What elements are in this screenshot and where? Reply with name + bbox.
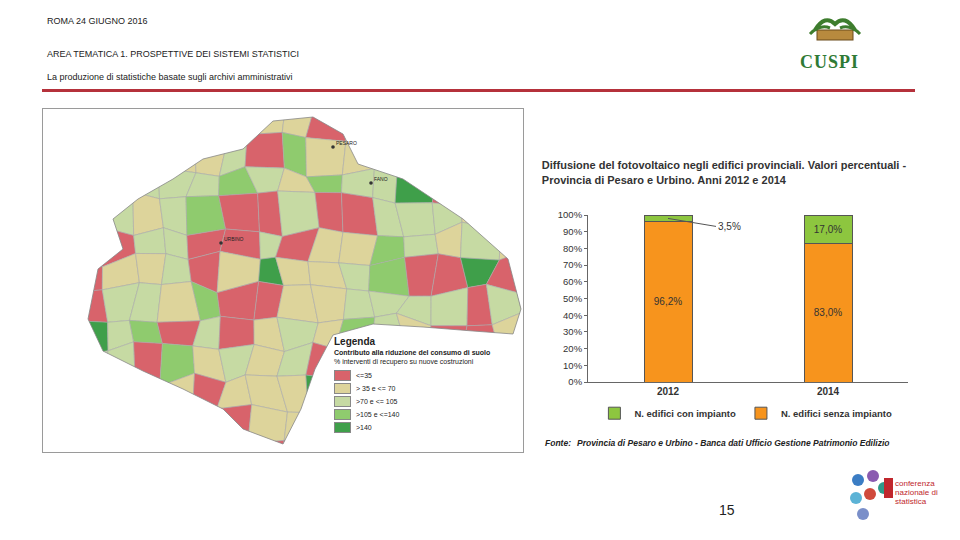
html-text:>140: >140: [356, 424, 372, 431]
svg-text:Diffusione del fotovoltaico ne: Diffusione del fotovoltaico negli edific…: [542, 159, 907, 185]
svg-text:100%: 100%: [558, 209, 583, 220]
html-text:La produzione di statistiche b: La produzione di statistiche basate sugl…: [47, 72, 293, 82]
svg-text:PESARO: PESARO: [336, 140, 357, 146]
svg-text:10%: 10%: [563, 360, 583, 371]
html-text:CUSPI: CUSPI: [800, 52, 859, 72]
svg-text:90%: 90%: [563, 226, 583, 237]
svg-text:3,5%: 3,5%: [718, 221, 741, 232]
svg-text:40%: 40%: [563, 310, 583, 321]
svg-text:50%: 50%: [563, 293, 583, 304]
html-text:% interventi di recupero su nu: % interventi di recupero su nuove costru…: [334, 358, 474, 365]
html-text:<=35: <=35: [356, 372, 372, 379]
html-text:AREA TEMATICA 1. PROSPETTIVE D: AREA TEMATICA 1. PROSPETTIVE DEI SISTEMI…: [47, 49, 299, 59]
svg-text:N. edifici senza impianto: N. edifici senza impianto: [781, 408, 892, 419]
html-text:>105 e <=140: >105 e <=140: [356, 411, 400, 418]
svg-text:30%: 30%: [563, 326, 583, 337]
svg-text:2012: 2012: [657, 386, 680, 397]
svg-text:20%: 20%: [563, 343, 583, 354]
svg-text:70%: 70%: [563, 259, 583, 270]
svg-text:0%: 0%: [568, 376, 582, 387]
html-text:15: 15: [719, 502, 735, 518]
svg-text:FANO: FANO: [374, 176, 388, 182]
html-text:Fonte:: Fonte:: [545, 438, 571, 448]
svg-text:2014: 2014: [817, 386, 840, 397]
html-text:Legenda: Legenda: [334, 336, 376, 347]
svg-text:N. edifici con impianto: N. edifici con impianto: [634, 408, 736, 419]
html-text:Contributo alla riduzione del: Contributo alla riduzione del consumo di…: [334, 349, 491, 356]
svg-text:83,0%: 83,0%: [814, 307, 842, 318]
svg-text:96,2%: 96,2%: [654, 296, 682, 307]
svg-text:80%: 80%: [563, 243, 583, 254]
svg-text:17,0%: 17,0%: [814, 224, 842, 235]
html-text:Provincia di Pesaro e Urbino -: Provincia di Pesaro e Urbino - Banca dat…: [577, 438, 890, 448]
html-text:ROMA 24 GIUGNO 2016: ROMA 24 GIUGNO 2016: [47, 16, 148, 26]
html-text:conferenza nazionale di statis: conferenza nazionale di statistica: [895, 479, 938, 506]
html-text:>70 e <= 105: >70 e <= 105: [356, 398, 398, 405]
svg-text:URBINO: URBINO: [224, 236, 244, 242]
svg-text:60%: 60%: [563, 276, 583, 287]
html-text:> 35 e <= 70: > 35 e <= 70: [356, 385, 396, 392]
